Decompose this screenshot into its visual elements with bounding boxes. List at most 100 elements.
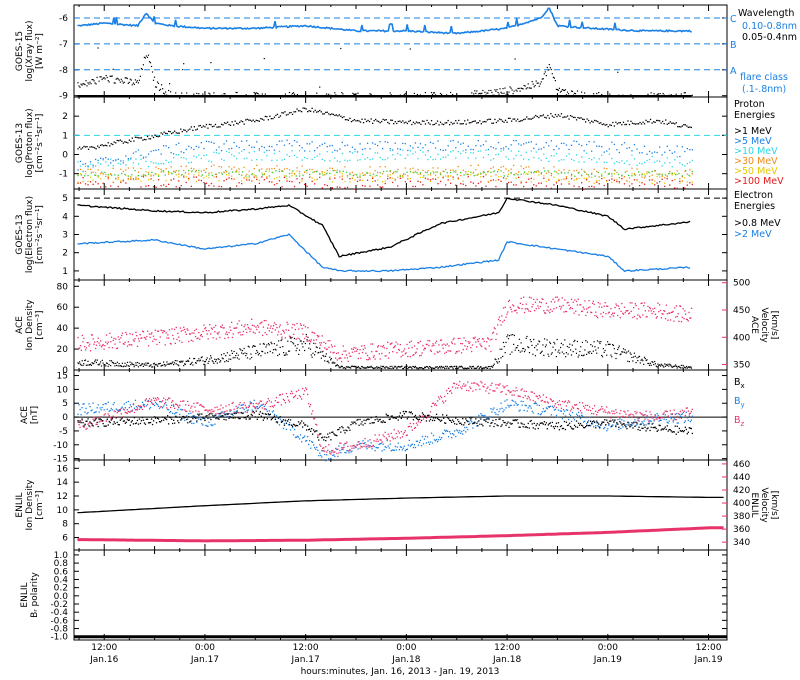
ace-mag-point: [360, 442, 362, 445]
ace-density-point: [454, 365, 456, 367]
ace-mag-point: [387, 445, 389, 447]
proton-point: [641, 152, 643, 154]
ace-velocity-point: [561, 297, 563, 299]
proton-point: [296, 167, 298, 169]
ace-density-point: [513, 343, 515, 345]
ace-density-point: [303, 341, 305, 343]
proton-point: [261, 118, 263, 120]
proton-point: [95, 172, 97, 174]
ace-mag-point: [667, 422, 669, 424]
proton-point: [462, 142, 464, 144]
ace-density-point: [605, 344, 607, 346]
proton-point: [127, 159, 129, 161]
proton-point: [606, 180, 608, 182]
ace-density-point: [638, 356, 640, 358]
proton-point: [581, 168, 583, 171]
xray-short-point: [556, 89, 558, 91]
ace-mag-point: [517, 404, 519, 406]
proton-point: [147, 185, 150, 187]
proton-point: [220, 172, 223, 174]
ace-mag-point: [427, 441, 430, 443]
proton-point: [253, 176, 255, 178]
ace-density-point: [656, 366, 658, 368]
panel-frame: [73, 188, 728, 281]
proton-point: [631, 150, 633, 152]
proton-point: [429, 174, 432, 176]
ace-mag-point: [81, 407, 83, 409]
ace-mag-point: [357, 448, 359, 450]
proton-point: [309, 150, 311, 152]
ace-density-point: [603, 351, 605, 353]
ace-density-point: [278, 340, 280, 342]
ace-mag-point: [118, 410, 120, 412]
ace-mag-point: [407, 444, 409, 446]
ace-mag-point: [636, 423, 638, 426]
ace-mag-point: [226, 415, 228, 417]
ace-mag-point: [199, 416, 201, 419]
ace-velocity-point: [226, 333, 229, 336]
ace-velocity-point: [228, 331, 230, 334]
ace-velocity-point: [685, 313, 687, 315]
proton-point: [374, 143, 376, 145]
ace-mag-point: [340, 452, 342, 454]
proton-point: [314, 150, 316, 152]
proton-point: [341, 178, 343, 180]
ace-density-point: [512, 334, 514, 336]
proton-point: [241, 183, 243, 185]
ace-mag-point: [294, 436, 297, 439]
proton-point: [603, 167, 605, 169]
proton-point: [506, 121, 508, 123]
ace-mag-point: [377, 447, 379, 449]
proton-point: [622, 121, 625, 123]
ace-density-point: [110, 360, 113, 362]
ace-velocity-point: [182, 329, 184, 331]
xray-short-point: [152, 79, 155, 81]
ace-density-point: [554, 343, 556, 345]
ace-density-point: [631, 356, 633, 359]
proton-point: [638, 162, 641, 164]
proton-point: [394, 179, 396, 181]
proton-point: [412, 147, 414, 149]
ace-mag-point: [353, 447, 355, 449]
proton-point: [321, 158, 323, 160]
proton-point: [107, 142, 109, 144]
proton-point: [525, 151, 527, 153]
xray-short-point: [118, 79, 120, 81]
proton-point: [523, 168, 525, 170]
ace-velocity-point: [609, 316, 611, 318]
proton-point: [570, 144, 573, 146]
xray-short-point: [98, 80, 100, 82]
proton-point: [273, 184, 276, 186]
ace-mag-point: [419, 439, 422, 442]
xray-short-point: [510, 87, 512, 89]
ace-mag-point: [504, 400, 506, 402]
ace-velocity-point: [171, 328, 173, 330]
ace-mag-point: [522, 400, 524, 403]
proton-point: [505, 145, 507, 148]
ace-mag-point: [351, 450, 353, 452]
ace-velocity-point: [104, 345, 106, 347]
ace-density-point: [127, 365, 129, 367]
ace-velocity-point: [513, 305, 515, 307]
ace-mag-point: [299, 434, 302, 436]
ace-velocity-point: [152, 340, 154, 342]
proton-point: [628, 181, 631, 183]
proton-point: [112, 181, 114, 183]
proton-point: [175, 132, 177, 134]
proton-point: [553, 155, 555, 157]
proton-point: [226, 121, 229, 123]
ace-velocity-point: [356, 350, 358, 352]
proton-point: [625, 123, 628, 126]
proton-point: [626, 170, 628, 172]
proton-point: [565, 178, 568, 180]
ace-velocity-point: [222, 327, 224, 329]
proton-point: [452, 139, 454, 142]
ace-density-point: [487, 367, 489, 369]
ace-mag-point: [439, 438, 442, 441]
ace-velocity-point: [159, 336, 161, 338]
xray-short-point: [496, 89, 498, 91]
proton-point: [147, 153, 150, 155]
proton-point: [628, 123, 631, 126]
ace-mag-point: [677, 422, 679, 424]
y-tick-label: 0.0: [54, 592, 69, 602]
